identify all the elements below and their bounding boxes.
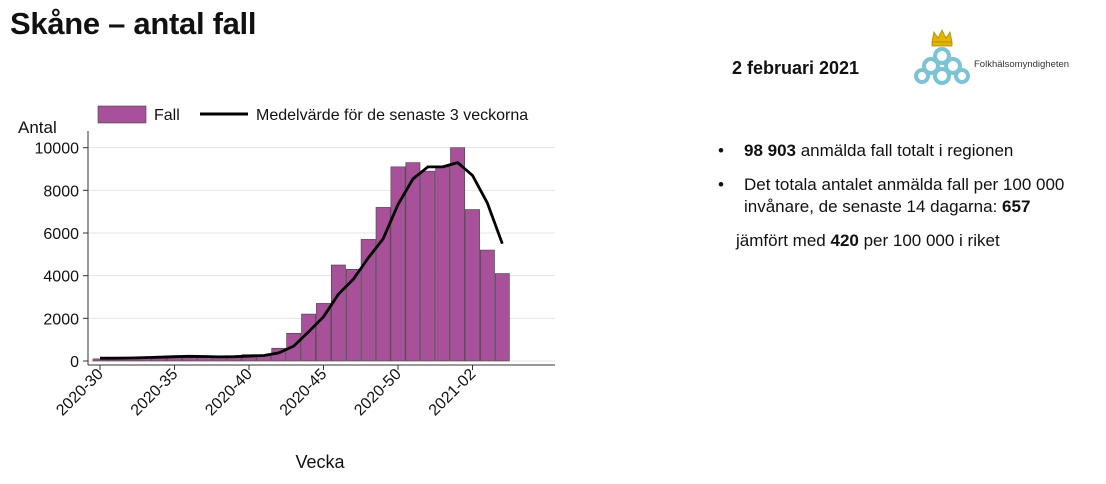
- bar: [330, 264, 346, 362]
- incidence-value: 657: [1002, 197, 1031, 216]
- agency-logo: Folkhälsomyndigheten: [912, 28, 1102, 90]
- bar: [316, 303, 331, 362]
- national-comparison: jämfört med 420 per 100 000 i riket: [718, 230, 1098, 252]
- report-date: 2 februari 2021: [732, 58, 860, 78]
- comparison-post: per 100 000 i riket: [858, 231, 1000, 250]
- comparison-pre: jämfört med: [736, 231, 831, 250]
- x-tick-label: 2020-50: [351, 366, 405, 420]
- legend-line-label: Medelvärde för de senaste 3 veckorna: [256, 107, 528, 124]
- x-tick-label: 2020-45: [277, 366, 331, 420]
- bar: [450, 147, 465, 362]
- y-tick-label: 6000: [43, 226, 79, 243]
- total-cases-text: anmälda fall totalt i regionen: [796, 141, 1014, 160]
- bar: [375, 207, 391, 362]
- bar: [360, 239, 376, 362]
- y-tick-label: 2000: [43, 311, 79, 328]
- y-tick-label: 8000: [43, 183, 79, 200]
- bar: [345, 268, 361, 362]
- legend-bar-label: Fall: [154, 107, 180, 124]
- page-title: Skåne – antal fall: [10, 6, 257, 41]
- bullet-incidence: Det totala antalet anmälda fall per 100 …: [718, 174, 1098, 218]
- x-axis-title: Vecka: [295, 452, 345, 472]
- x-tick-label: 2021-02: [426, 366, 480, 420]
- bar: [479, 249, 495, 362]
- y-tick-label: 4000: [43, 269, 79, 286]
- incidence-text: Det totala antalet anmälda fall per 100 …: [744, 175, 1065, 216]
- average-line: [100, 161, 504, 360]
- bar: [405, 162, 421, 362]
- y-axis-title: Antal: [18, 118, 57, 137]
- legend-bar-swatch: [97, 105, 147, 124]
- x-tick-label: 2020-40: [202, 366, 256, 420]
- crown-rings-icon: [914, 29, 970, 85]
- logo-text: Folkhälsomyndigheten: [974, 59, 1070, 70]
- comparison-value: 420: [830, 231, 859, 250]
- summary-bullets: 98 903 anmälda fall totalt i regionen De…: [718, 140, 1098, 252]
- bullet-total-cases: 98 903 anmälda fall totalt i regionen: [718, 140, 1098, 162]
- bar: [435, 166, 451, 362]
- x-tick-label: 2020-30: [53, 366, 107, 420]
- y-tick-label: 10000: [35, 141, 80, 158]
- bar: [494, 273, 510, 362]
- total-cases-value: 98 903: [744, 141, 796, 160]
- x-tick-label: 2020-35: [128, 366, 182, 420]
- cases-chart: 0 2000 4000 6000 8000 10000 2020-30 2020-35 2020…: [18, 105, 555, 472]
- bar: [420, 170, 436, 362]
- y-tick-label: 0: [70, 354, 79, 371]
- bar: [465, 209, 480, 362]
- bar: [241, 354, 257, 362]
